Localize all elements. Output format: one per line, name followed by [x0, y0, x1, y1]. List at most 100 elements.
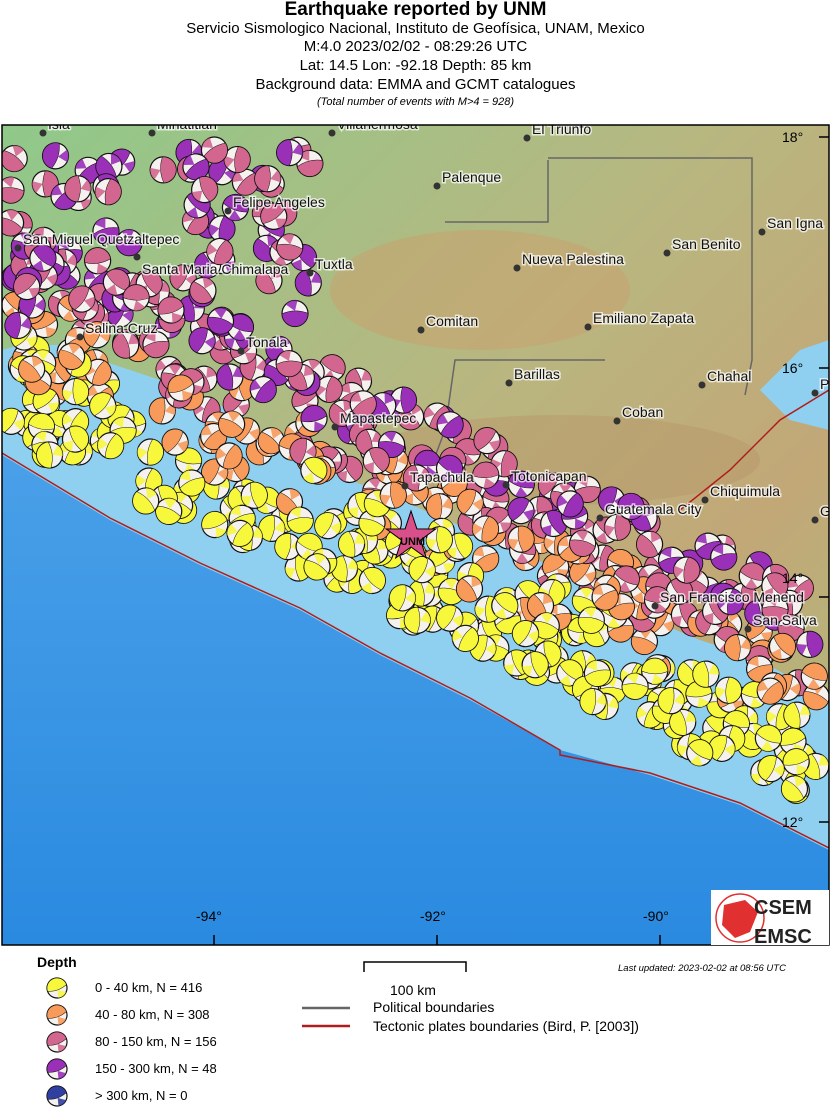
city-marker: [76, 333, 84, 341]
focal-mechanism: [641, 657, 669, 685]
city-label: Emiliano Zapata: [593, 310, 694, 326]
focal-mechanism: [276, 233, 304, 261]
focal-mechanism: [708, 734, 736, 762]
focal-mechanism: [579, 687, 607, 716]
focal-mechanism: [673, 556, 701, 584]
focal-mechanism: [455, 575, 484, 603]
city-marker: [417, 326, 425, 334]
focal-mechanism: [756, 677, 784, 705]
focal-mechanism: [710, 543, 738, 571]
city-label: Santa Maria Chimalapa: [142, 261, 289, 277]
city-label: Nueva Palestina: [522, 251, 624, 267]
focal-mechanism: [300, 404, 328, 433]
city-label: Barillas: [514, 366, 560, 382]
city-label: G: [820, 503, 831, 519]
focal-mechanism: [617, 492, 645, 521]
focal-mechanism: [157, 296, 185, 324]
lat-label: 18°: [782, 129, 803, 145]
focal-mechanism: [569, 529, 597, 557]
legend-item: > 300 km, N = 0: [95, 1088, 188, 1103]
focal-mechanism: [362, 447, 390, 475]
focal-mechanism: [2, 209, 25, 237]
focal-mechanism: [511, 620, 540, 648]
focal-mechanism: [208, 215, 236, 243]
focal-mechanism: [231, 168, 259, 196]
focal-mechanism: [521, 651, 549, 679]
map-frame: [1, 124, 830, 946]
focal-mechanism: [254, 165, 282, 193]
focal-mechanism: [13, 272, 41, 301]
focal-mechanism: [223, 145, 251, 174]
focal-mechanism: [379, 481, 407, 509]
focal-mechanism: [149, 156, 177, 184]
city-marker: [698, 381, 706, 389]
city-label: Tapachula: [410, 469, 474, 485]
focal-mechanism: [403, 606, 431, 634]
focal-mechanism: [757, 755, 785, 783]
focal-mechanism: [686, 739, 714, 767]
focal-mechanism: [643, 586, 672, 614]
city-label: Salina Cruz: [85, 320, 157, 336]
focal-mechanism: [471, 515, 500, 543]
city-marker: [701, 496, 709, 504]
focal-mechanism: [274, 532, 302, 561]
city-label: El Triunfo: [532, 121, 591, 137]
city-label: Totonicapan: [511, 468, 587, 484]
focal-mechanism: [692, 660, 720, 688]
focal-mechanism: [296, 149, 324, 178]
background-line: Background data: EMMA and GCMT catalogue…: [255, 76, 576, 93]
focal-mechanism: [445, 532, 474, 560]
focal-mechanism: [64, 175, 92, 203]
focal-mechanism: [142, 330, 170, 359]
focal-mechanism: [783, 701, 811, 729]
city-label: Tonala: [246, 334, 287, 350]
city-label: Chiquimula: [710, 483, 780, 499]
tectonic-boundary: [2, 452, 829, 849]
focal-mechanism: [89, 392, 117, 420]
focal-mechanism: [507, 497, 535, 525]
focal-mechanism: [255, 266, 283, 295]
ocean-deep: [2, 455, 829, 945]
focal-mechanism: [389, 386, 418, 414]
lat-label: 16°: [782, 360, 803, 376]
highlands: [330, 230, 630, 350]
focal-mechanism: [68, 285, 96, 313]
city-marker: [237, 347, 245, 355]
city-marker: [663, 249, 671, 257]
focal-mechanism: [532, 612, 560, 640]
city-marker: [513, 264, 521, 272]
legend-item: 40 - 80 km, N = 308: [95, 1007, 210, 1022]
city-label: Chahal: [707, 368, 751, 384]
legend-item: 150 - 300 km, N = 48: [95, 1061, 217, 1076]
focal-mechanism: [425, 493, 454, 521]
focal-mechanism: [336, 455, 364, 484]
focal-mechanism: [155, 497, 183, 525]
location-line: Lat: 14.5 Lon: -92.18 Depth: 85 km: [299, 57, 532, 74]
city-marker: [811, 389, 819, 397]
focal-mechanism: [115, 229, 143, 257]
focal-mechanism: [782, 748, 810, 776]
focal-mechanism: [136, 438, 165, 466]
focal-mechanism: [388, 584, 417, 612]
tectonic-label: Tectonic plates boundaries (Bird, P. [20…: [373, 1018, 639, 1034]
legend-item: 0 - 40 km, N = 416: [95, 980, 203, 995]
city-label: Villahermosa: [337, 116, 418, 132]
city-label: San Francisco Menend: [660, 589, 804, 605]
epicenter-star: [384, 509, 438, 560]
epicenter-label: UNM: [400, 536, 425, 548]
focal-mechanism: [779, 727, 807, 755]
focal-mechanism: [29, 244, 57, 272]
focal-mechanism: [286, 506, 314, 534]
focal-mechanism: [276, 138, 304, 167]
legend-symbols: [46, 977, 68, 1107]
city-marker: [433, 182, 441, 190]
political-boundary: [548, 157, 753, 396]
focal-mechanism: [591, 583, 619, 611]
focal-mechanism: [612, 565, 640, 593]
focal-mechanism: [226, 519, 254, 547]
focal-mechanism: [112, 331, 140, 359]
focal-mechanism: [315, 375, 343, 403]
focal-mechanism: [425, 526, 453, 554]
political-label: Political boundaries: [373, 999, 495, 1015]
focal-mechanism: [472, 461, 500, 489]
